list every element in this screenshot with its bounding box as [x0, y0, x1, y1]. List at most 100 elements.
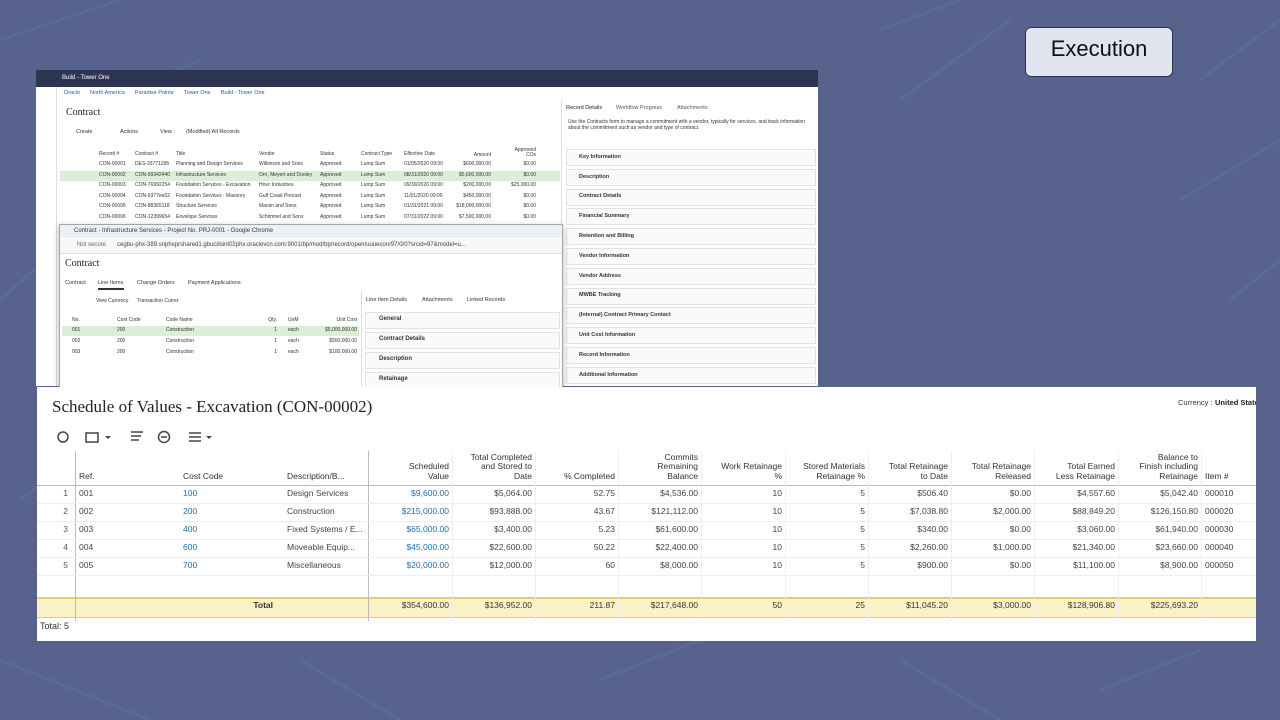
breadcrumb[interactable]: North America [90, 89, 125, 96]
cell: Structure Services [176, 203, 217, 209]
cell: $506.40 [917, 487, 948, 498]
cell: Construction [166, 349, 195, 355]
section-title[interactable]: (Internal) Contract Primary Contact [579, 312, 671, 319]
tab[interactable]: Contract [65, 279, 86, 286]
cell: 10 [772, 505, 782, 516]
cell: 004 [79, 541, 94, 552]
toolbar-item[interactable]: View Currency [96, 298, 129, 304]
cell: CON-9377ee02 [135, 192, 171, 199]
cell: $0.00 [523, 171, 536, 178]
section-title[interactable]: Financial Summary [579, 213, 630, 220]
cell: 5 [860, 505, 865, 516]
section-title[interactable]: MWBE Tracking [579, 292, 621, 299]
detail-tab[interactable]: Attachments [677, 104, 708, 111]
column-line [368, 451, 369, 621]
section-title[interactable]: Description [579, 173, 610, 180]
section-title[interactable]: Contract Details [579, 193, 622, 200]
cell: $23,660.00 [1155, 541, 1198, 552]
detail-tab[interactable]: Workflow Progress [616, 104, 663, 111]
schedule-panel: Schedule of Values - Excavation (CON-000… [37, 387, 1256, 641]
total-cell: $136,952.00 [484, 599, 532, 610]
section-title[interactable]: General [379, 316, 402, 323]
cell: $5,000,000.00 [325, 327, 357, 333]
section-title[interactable]: Vendor Address [579, 272, 621, 279]
detail-tab[interactable]: Record Details [566, 104, 603, 111]
row-rule [37, 521, 1256, 522]
cell: $1,000.00 [993, 541, 1031, 552]
cell[interactable]: $215,000.00 [401, 505, 449, 516]
section-title[interactable]: Record Information [579, 351, 630, 358]
cell[interactable]: $45,000.00 [406, 541, 449, 552]
cell: 01/31/2021 09:00 [404, 203, 443, 209]
cell[interactable]: $65,000.00 [406, 523, 449, 534]
column-line [618, 451, 619, 621]
tab-label[interactable]: Build - Tower One [62, 75, 110, 82]
tab[interactable]: Line Items [98, 279, 124, 286]
toolbar-item[interactable]: (Modified) All Records [186, 128, 240, 135]
toolbar-item[interactable]: Create [76, 128, 93, 135]
detail-tab[interactable]: Attachments [422, 296, 453, 303]
section-title[interactable]: Key Information [579, 153, 621, 160]
cell[interactable]: 200 [183, 505, 198, 516]
section-title[interactable]: Retention and Billing [579, 232, 634, 239]
cell[interactable]: 400 [183, 523, 198, 534]
badge[interactable] [1025, 27, 1173, 77]
column-header: Total Earned Less Retainage [1055, 461, 1115, 482]
column-header: Cost Code [183, 471, 224, 482]
cell: 10 [772, 487, 782, 498]
breadcrumb[interactable]: Paradise Pointe [135, 89, 174, 96]
cell: 10 [772, 541, 782, 552]
cell: Foundation Services - Masonry [176, 192, 246, 199]
cell[interactable]: 600 [183, 541, 198, 552]
toolbar-item[interactable]: View : [160, 128, 175, 135]
breadcrumb[interactable]: Tower One [184, 89, 211, 96]
section-box [566, 327, 816, 345]
breadcrumb[interactable]: Build - Tower One [221, 89, 265, 96]
cell: Envelope Services [176, 213, 218, 220]
cell: Wilkinson and Sons [259, 161, 303, 167]
column-header: Stored Materials Retainage % [803, 461, 865, 482]
cell: each [288, 338, 299, 344]
cell: $61,940.00 [1155, 523, 1198, 534]
cell: $93,888.00 [489, 505, 532, 516]
breadcrumb[interactable]: Oracle [64, 89, 81, 96]
section-box [566, 248, 816, 265]
section-box [566, 149, 816, 166]
column-line [1118, 451, 1119, 621]
section-title[interactable]: Vendor Information [579, 252, 630, 259]
column-line [951, 451, 952, 621]
section-box [566, 347, 816, 364]
toolbar-item[interactable]: Transaction Currer [137, 298, 179, 304]
section-title[interactable]: Additional Information [579, 371, 638, 378]
cell: Lump Sum [361, 171, 386, 178]
column-line [701, 451, 702, 621]
cell[interactable]: $9,600.00 [411, 487, 449, 498]
cell: each [288, 349, 299, 355]
tab[interactable]: Change Orders [137, 279, 175, 286]
cell: CON-00003 [99, 182, 126, 188]
cell: 07/31/2022 09:00 [404, 213, 443, 220]
section-title[interactable]: Contract Details [379, 336, 426, 343]
detail-tab[interactable]: Linked Records [467, 296, 506, 303]
page-title: Contract [65, 258, 100, 269]
currency-label: Currency : [1178, 397, 1213, 407]
cell[interactable]: 100 [183, 487, 198, 498]
section-title[interactable]: Retainage [379, 376, 408, 383]
cell: Moveable Equip... [287, 541, 356, 552]
section-title[interactable]: Description [379, 356, 413, 363]
cell: 000040 [1205, 541, 1234, 552]
detail-tab[interactable]: Line Item Details [366, 296, 407, 303]
cell[interactable]: 700 [183, 559, 198, 570]
row-highlight [60, 170, 560, 181]
section-box [566, 168, 816, 186]
tab[interactable]: Payment Applications [188, 279, 241, 286]
column-header: Total Completed and Stored to Date [470, 451, 532, 482]
cell[interactable]: $20,000.00 [406, 559, 449, 570]
section-box [566, 188, 816, 206]
total-cell: 25 [855, 599, 865, 610]
section-title[interactable]: Unit Cost Information [579, 331, 636, 338]
cell: 01/05/2020 09:00 [404, 161, 443, 167]
cell: 43.67 [593, 505, 615, 516]
toolbar-item[interactable]: Actions [120, 128, 139, 135]
